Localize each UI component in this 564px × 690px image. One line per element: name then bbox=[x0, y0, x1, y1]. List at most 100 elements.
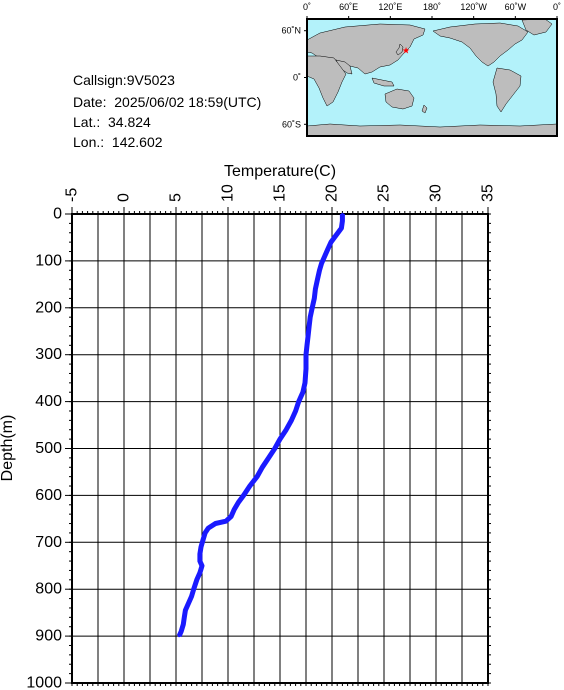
x-tick-label: 35 bbox=[480, 184, 497, 202]
data-point bbox=[273, 447, 276, 450]
x-tick-labels: -5 0 5 10 15 20 25 30 35 bbox=[64, 184, 497, 214]
data-point bbox=[180, 630, 183, 633]
data-point bbox=[320, 262, 323, 265]
y-tick-label: 0 bbox=[53, 206, 62, 223]
y-tick-label: 300 bbox=[35, 346, 62, 363]
data-point bbox=[195, 578, 198, 581]
data-point bbox=[190, 595, 193, 598]
y-tick-labels: 0 100 200 300 400 500 600 700 800 900 1000 bbox=[26, 206, 72, 690]
data-point bbox=[314, 287, 317, 291]
data-point bbox=[199, 545, 203, 549]
data-point bbox=[261, 466, 264, 469]
data-point bbox=[203, 531, 207, 535]
data-point bbox=[267, 456, 270, 460]
data-point bbox=[301, 391, 305, 394]
data-point bbox=[224, 520, 228, 523]
data-point bbox=[316, 278, 319, 281]
data-point bbox=[290, 419, 293, 422]
map-lon-label: 180˚ bbox=[423, 2, 441, 12]
data-point bbox=[242, 494, 245, 497]
data-point bbox=[313, 297, 316, 300]
data-point bbox=[341, 219, 344, 223]
map-lat-label: 60˚N bbox=[281, 26, 301, 36]
temperature-depth-chart: -5 0 5 10 15 20 25 30 35 01002003004005006007008… bbox=[0, 163, 497, 690]
data-point bbox=[237, 501, 240, 504]
x-axis-label: Temperature(C) bbox=[224, 163, 336, 180]
data-point bbox=[229, 515, 233, 518]
data-point bbox=[309, 316, 312, 319]
data-point bbox=[192, 588, 195, 591]
africa-landmass bbox=[307, 55, 347, 107]
data-point bbox=[184, 609, 187, 612]
data-point bbox=[285, 428, 288, 431]
map-lat-label: 0˚ bbox=[293, 73, 301, 83]
map-lon-label: 120˚E bbox=[378, 2, 402, 12]
map-lon-label: 120˚W bbox=[460, 2, 487, 12]
map-lon-label: 0˚ bbox=[303, 2, 311, 12]
data-point bbox=[305, 344, 309, 347]
world-map: 0˚ 60˚E 120˚E 180˚ 120˚W 60˚W 0˚ 60˚N 0˚ 60˚S ★ bbox=[281, 2, 561, 137]
data-point bbox=[340, 226, 343, 230]
chart-grid bbox=[71, 213, 489, 684]
data-point bbox=[198, 559, 202, 563]
map-tick-marks bbox=[304, 16, 558, 125]
data-point bbox=[326, 248, 329, 251]
data-point bbox=[248, 484, 251, 488]
data-point bbox=[200, 564, 204, 567]
longitude-text: Lon.: 142.602 bbox=[73, 134, 163, 150]
callsign-text: Callsign:9V5023 bbox=[73, 72, 175, 88]
map-longitude-labels: 0˚ 60˚E 120˚E 180˚ 120˚W 60˚W 0˚ bbox=[303, 2, 561, 12]
data-point bbox=[341, 212, 344, 216]
newzealand-landmass bbox=[421, 104, 428, 114]
map-lon-label: 0˚ bbox=[553, 2, 561, 12]
x-tick-label: 20 bbox=[324, 184, 341, 202]
y-tick-label: 400 bbox=[35, 393, 62, 410]
x-tick-label: -5 bbox=[64, 188, 81, 202]
greenland-landmass bbox=[521, 19, 553, 36]
data-point bbox=[183, 616, 186, 619]
data-point bbox=[182, 623, 185, 626]
latitude-text: Lat.: 34.824 bbox=[73, 114, 151, 130]
map-lon-label: 60˚E bbox=[339, 2, 358, 12]
x-tick-label: 5 bbox=[168, 193, 185, 202]
series-group bbox=[176, 212, 345, 638]
australia-landmass bbox=[384, 88, 415, 110]
data-point bbox=[214, 522, 217, 525]
japan-landmass bbox=[395, 43, 404, 56]
y-axis-label: Depth(m) bbox=[0, 415, 16, 482]
map-lon-label: 60˚W bbox=[505, 2, 527, 12]
data-point bbox=[207, 527, 210, 530]
data-point bbox=[329, 240, 333, 244]
y-tick-label: 700 bbox=[35, 534, 62, 551]
x-tick-label: 0 bbox=[116, 193, 133, 202]
data-point bbox=[233, 508, 236, 511]
x-tick-label: 10 bbox=[220, 184, 237, 202]
data-point bbox=[323, 255, 326, 258]
data-point bbox=[255, 475, 259, 478]
data-point bbox=[304, 367, 308, 370]
y-tick-label: 600 bbox=[35, 487, 62, 504]
data-point bbox=[335, 233, 338, 237]
position-marker-icon: ★ bbox=[402, 45, 410, 55]
x-tick-label: 30 bbox=[428, 184, 445, 202]
data-point bbox=[311, 306, 314, 309]
data-point bbox=[198, 552, 202, 556]
data-point bbox=[198, 571, 202, 574]
map-lat-label: 60˚S bbox=[282, 119, 301, 129]
temperature-profile-line bbox=[176, 214, 345, 638]
data-point bbox=[297, 400, 300, 403]
y-tick-label: 200 bbox=[35, 299, 62, 316]
x-tick-label: 25 bbox=[376, 184, 393, 202]
y-tick-label: 800 bbox=[35, 581, 62, 598]
map-latitude-labels: 60˚N 0˚ 60˚S bbox=[281, 26, 301, 130]
data-point bbox=[307, 325, 311, 328]
data-point bbox=[278, 437, 282, 441]
data-point bbox=[303, 381, 307, 384]
x-tick-label: 15 bbox=[272, 184, 289, 202]
map-land bbox=[307, 19, 557, 136]
date-text: Date: 2025/06/02 18:59(UTC) bbox=[73, 94, 262, 110]
north-america-landmass bbox=[432, 22, 529, 67]
data-point bbox=[187, 602, 190, 605]
y-tick-label: 500 bbox=[35, 440, 62, 457]
y-tick-label: 100 bbox=[35, 252, 62, 269]
